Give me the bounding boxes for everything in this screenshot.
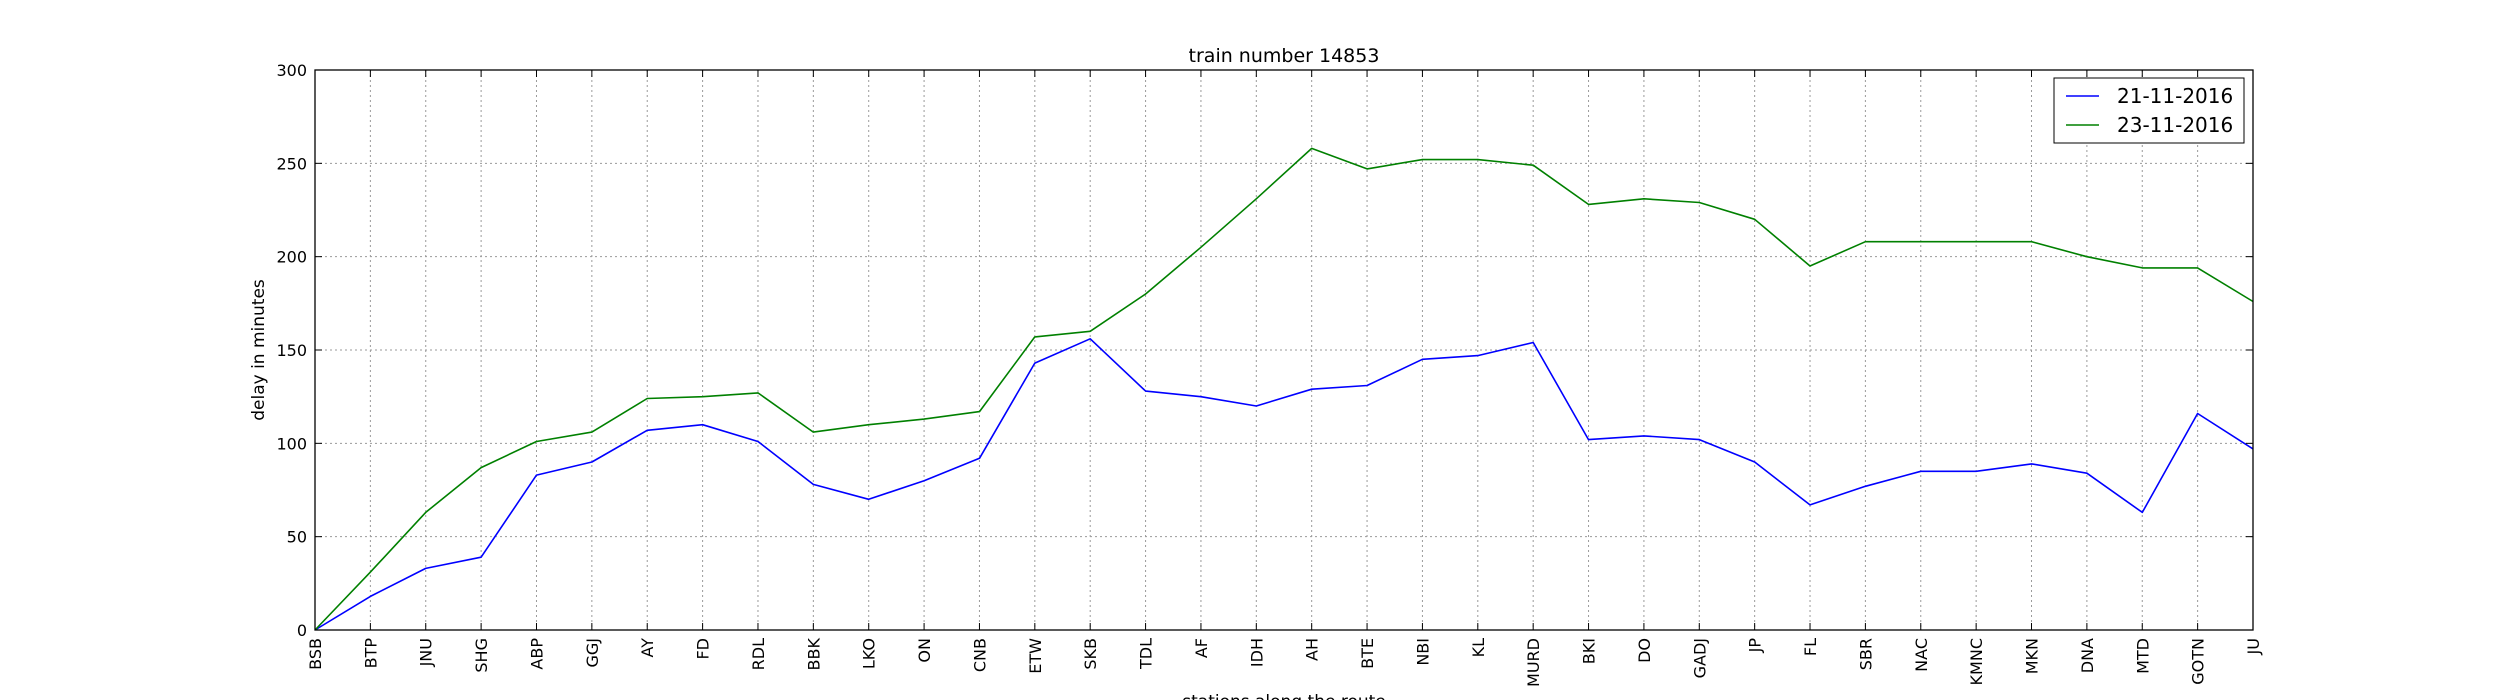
x-tick-label: BTP xyxy=(361,638,380,669)
y-tick-label: 250 xyxy=(276,154,307,173)
x-tick-label: SHG xyxy=(472,638,491,673)
x-tick-label: KMNC xyxy=(1967,638,1986,685)
x-tick-label: JP xyxy=(1746,638,1765,654)
x-tick-label: NBI xyxy=(1413,638,1432,666)
series-line-2 xyxy=(314,147,2254,631)
x-tick-label: FL xyxy=(1801,638,1820,656)
x-tick-label: CNB xyxy=(970,638,989,672)
x-tick-label: GADJ xyxy=(1690,638,1709,678)
y-axis: 0 50 100 150 200 250 300 xyxy=(276,61,2253,640)
x-tick-label: AF xyxy=(1192,638,1211,658)
x-tick-label: BKI xyxy=(1580,638,1599,664)
legend-box xyxy=(2053,77,2245,144)
x-tick-label: BBK xyxy=(804,638,823,671)
x-tick-label: AH xyxy=(1303,638,1322,661)
x-tick-label: ON xyxy=(915,638,934,663)
x-tick-label: GGJ xyxy=(583,638,602,668)
x-tick-label: BSB xyxy=(306,638,325,670)
legend-label-2: 23-11-2016 xyxy=(2117,113,2233,137)
x-tick-label: NAC xyxy=(1912,638,1931,672)
y-tick-label: 300 xyxy=(276,61,307,80)
x-tick-label: AY xyxy=(638,638,657,658)
x-tick-label: SBR xyxy=(1856,638,1875,670)
y-tick-label: 150 xyxy=(276,341,307,360)
x-tick-label: MKN xyxy=(2023,638,2042,674)
x-tick-label: DNA xyxy=(2078,638,2097,673)
x-tick-label: KL xyxy=(1469,638,1488,657)
legend: 21-11-2016 23-11-2016 xyxy=(2053,77,2245,144)
x-tick-label: GOTN xyxy=(2189,638,2208,685)
series-line-1 xyxy=(314,337,2254,631)
x-tick-label: DO xyxy=(1635,638,1654,663)
x-tick-label: RDL xyxy=(749,638,768,670)
x-axis: BSB BTP JNU SHG ABP GGJ AY FD RDL BBK LKO ON CNB ETW S… xyxy=(306,70,2263,687)
x-tick-label: MTD xyxy=(2133,638,2152,674)
x-tick-label: JNU xyxy=(417,638,436,667)
x-tick-label: FD xyxy=(694,638,713,660)
x-tick-label: MURD xyxy=(1524,638,1543,687)
legend-label-1: 21-11-2016 xyxy=(2117,84,2233,108)
y-axis-label: delay in minutes xyxy=(249,279,269,421)
x-tick-label: IDH xyxy=(1247,638,1266,667)
x-tick-label: LKO xyxy=(860,638,879,669)
y-tick-label: 200 xyxy=(276,248,307,267)
x-tick-label: TDL xyxy=(1137,638,1156,670)
x-tick-label: JU xyxy=(2244,638,2263,655)
x-tick-label: BTE xyxy=(1358,638,1377,669)
x-tick-label: ETW xyxy=(1026,638,1045,674)
x-axis-label: stations along the route xyxy=(1182,692,1386,700)
x-tick-label: ABP xyxy=(527,638,546,670)
y-tick-label: 50 xyxy=(287,528,307,547)
y-tick-label: 100 xyxy=(276,434,307,453)
series-layer xyxy=(314,147,2254,631)
chart-title: train number 14853 xyxy=(1189,45,1380,67)
y-tick-label: 0 xyxy=(297,621,307,640)
x-tick-label: SKB xyxy=(1081,638,1100,670)
